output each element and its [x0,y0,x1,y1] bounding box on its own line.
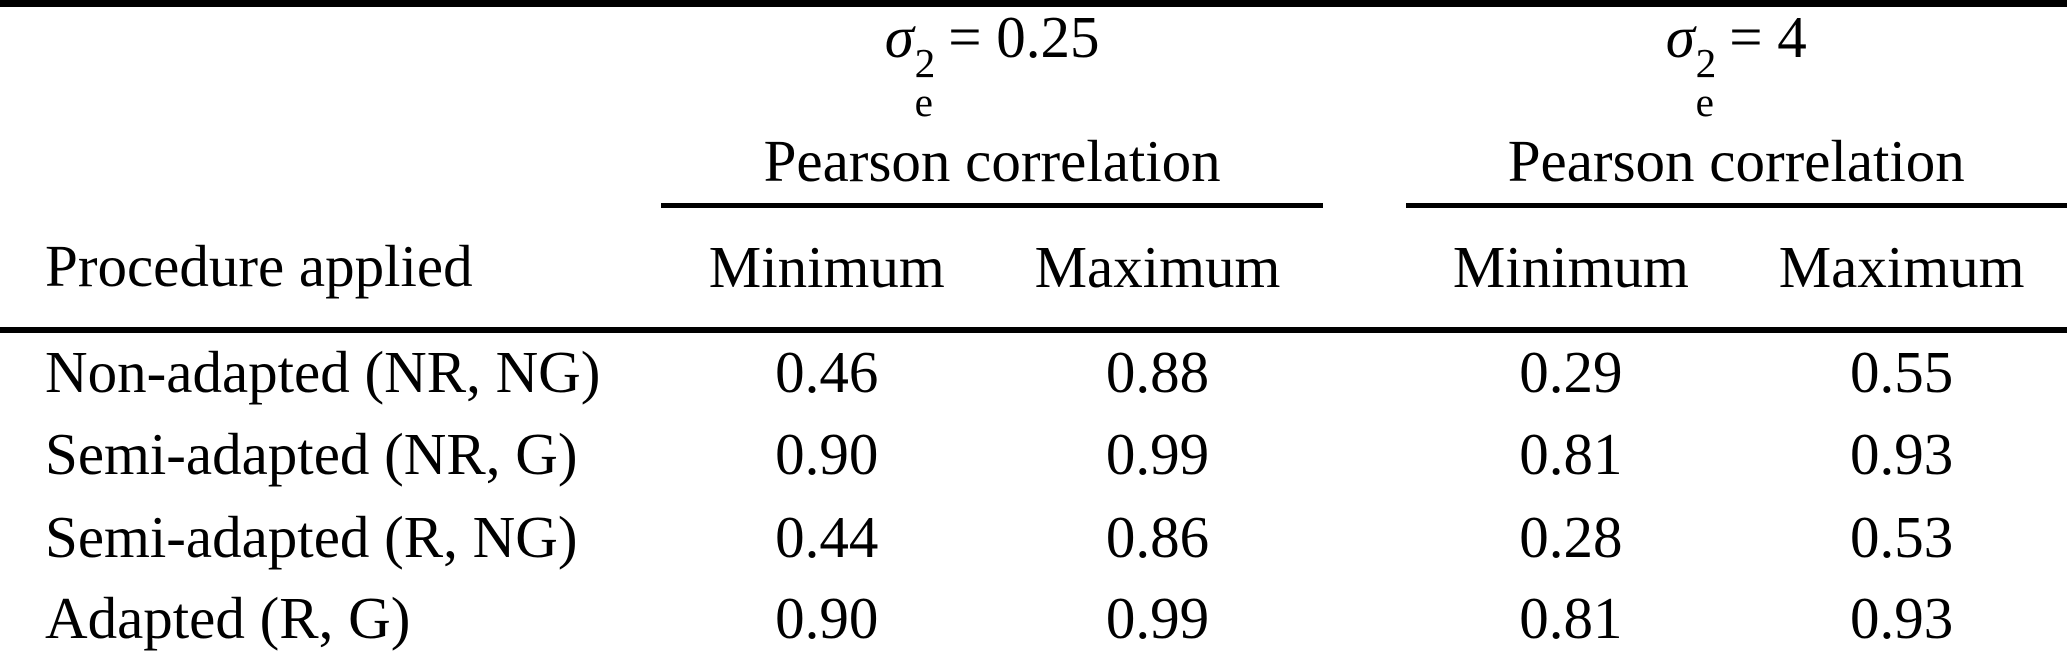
table-row: Semi-adapted (NR, G) 0.90 0.99 0.81 0.93 [0,413,2067,496]
table-row: Adapted (R, G) 0.90 0.99 0.81 0.93 [0,579,2067,653]
col-header-maximum-1: Maximum [992,205,1323,333]
value-cell: 0.44 [775,503,879,570]
value-cell: 0.29 [1519,339,1623,406]
value-cell: 0.86 [1105,503,1210,570]
sigma-symbol: σ [1665,4,1695,70]
table-row: Semi-adapted (R, NG) 0.44 0.86 0.28 0.53 [0,496,2067,579]
group-subtitle: Pearson correlation [1507,128,1965,195]
sigma-superscript: 2 [1695,39,1717,86]
value-cell: 0.55 [1850,339,1954,406]
procedure-cell: Semi-adapted (R, NG) [45,503,578,570]
group-header-sigma-025: σ 2 e = 0.25 Pearson correlation [661,3,1323,209]
sigma-subscript: e [914,79,933,126]
column-header-row: Procedure applied Minimum Maximum Minimu… [0,205,2067,333]
group-subtitle: Pearson correlation [763,128,1221,195]
sigma-subscript: e [1695,79,1714,126]
value-cell: 0.81 [1519,420,1623,487]
sigma-equals-value: = 4 [1729,4,1807,70]
value-cell: 0.93 [1850,420,1954,487]
sigma-symbol: σ [884,4,914,70]
column-spacer [1322,205,1406,333]
corner-cell [0,4,661,206]
group-header-row: σ 2 e = 0.25 Pearson correlation σ 2 e = 4 Pea… [0,3,2067,209]
value-cell: 0.90 [775,420,879,487]
value-cell: 0.28 [1519,503,1623,570]
sigma-equals-value: = 0.25 [948,4,1100,70]
value-cell: 0.99 [1105,420,1210,487]
column-spacer [1323,413,1406,496]
table-row: Non-adapted (NR, NG) 0.46 0.88 0.29 0.55 [0,330,2067,413]
column-spacer [1323,579,1406,653]
value-cell: 0.81 [1519,585,1623,651]
procedure-cell: Semi-adapted (NR, G) [45,420,578,487]
value-cell: 0.53 [1850,503,1954,570]
procedure-cell: Non-adapted (NR, NG) [45,339,601,406]
col-header-minimum-2: Minimum [1405,205,1737,333]
group-header-sigma-4: σ 2 e = 4 Pearson correlation [1405,3,2067,209]
col-header-minimum-1: Minimum [661,205,993,333]
value-cell: 0.93 [1850,585,1954,651]
procedure-cell: Adapted (R, G) [45,585,411,651]
column-spacer [1323,330,1406,413]
value-cell: 0.46 [775,339,879,406]
value-cell: 0.90 [775,585,879,651]
column-spacer [1323,4,1406,206]
col-header-maximum-2: Maximum [1736,205,2067,333]
value-cell: 0.88 [1105,339,1210,406]
value-cell: 0.99 [1105,585,1210,651]
sigma-formula-025: σ 2 e = 0.25 [885,8,1100,126]
column-spacer [1323,496,1406,579]
sigma-formula-4: σ 2 e = 4 [1666,8,1807,126]
procedure-column-header: Procedure applied [0,205,662,333]
sigma-superscript: 2 [914,39,936,86]
